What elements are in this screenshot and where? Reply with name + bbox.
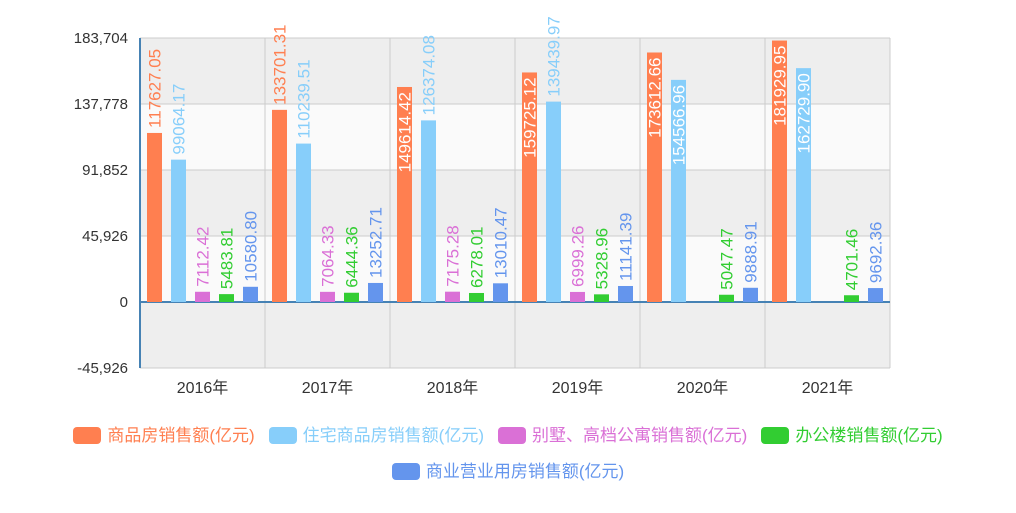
- data-label: 7175.28: [444, 225, 463, 286]
- data-label: 133701.31: [271, 24, 290, 104]
- legend-item[interactable]: 商品房销售额(亿元): [73, 418, 255, 454]
- data-label: 5047.47: [718, 228, 737, 289]
- bar-2: [445, 291, 460, 302]
- bar-1: [671, 79, 686, 302]
- legend-label: 办公楼销售额(亿元): [795, 426, 943, 445]
- bar-2: [195, 291, 210, 302]
- bar-1: [546, 101, 561, 302]
- legend-label: 商品房销售额(亿元): [107, 426, 255, 445]
- legend-swatch: [761, 427, 790, 444]
- legend-swatch: [498, 427, 526, 444]
- x-tick-label: 2020年: [677, 379, 729, 397]
- bar-chart: 183,704 137,778 91,852 45,926 0 -45,926 2016年 2…: [74, 16, 891, 397]
- bar-3: [219, 294, 234, 302]
- data-label: 13010.47: [492, 207, 511, 278]
- bar-4: [243, 286, 258, 302]
- bar-3: [719, 294, 734, 302]
- legend-label: 别墅、高档公寓销售额(亿元): [532, 426, 748, 445]
- data-label: 162729.90: [795, 73, 814, 153]
- bar-2: [320, 291, 335, 302]
- bar-0: [272, 109, 287, 303]
- legend-label: 商业营业用房销售额(亿元): [425, 462, 625, 481]
- bar-1: [796, 68, 811, 303]
- data-label: 173612.66: [646, 58, 665, 138]
- x-tick-label: 2018年: [427, 379, 479, 397]
- data-label: 7064.33: [319, 225, 338, 286]
- bar-4: [368, 282, 383, 302]
- bar-3: [344, 292, 359, 302]
- data-label: 5328.96: [593, 228, 612, 289]
- data-label: 99064.17: [170, 84, 189, 155]
- data-label: 117627.05: [146, 49, 165, 128]
- data-label: 149614.42: [396, 92, 415, 172]
- data-label: 110239.51: [295, 59, 314, 138]
- data-label: 139439.97: [545, 16, 564, 96]
- bar-3: [594, 294, 609, 302]
- y-tick-label: 45,926: [82, 228, 128, 245]
- legend-item[interactable]: 办公楼销售额(亿元): [761, 418, 943, 454]
- bar-1: [421, 120, 436, 302]
- bar-2: [570, 291, 585, 302]
- y-tick-label: 0: [120, 294, 128, 311]
- x-tick-label: 2021年: [802, 379, 854, 397]
- bar-4: [743, 287, 758, 302]
- data-label: 9692.36: [867, 222, 886, 283]
- data-label: 11141.39: [617, 213, 636, 281]
- bar-1: [171, 159, 186, 302]
- bar-0: [772, 40, 787, 303]
- bar-1: [296, 143, 311, 302]
- bar-0: [522, 72, 537, 302]
- x-tick-label: 2017年: [302, 379, 354, 397]
- data-label: 126374.08: [420, 35, 439, 115]
- legend-item[interactable]: 商业营业用房销售额(亿元): [391, 454, 625, 490]
- data-label: 154566.96: [670, 85, 689, 165]
- data-label: 6444.36: [343, 226, 362, 287]
- y-tick-label: 183,704: [74, 30, 128, 47]
- y-tick-label: -45,926: [77, 360, 128, 377]
- x-tick-label: 2016年: [177, 379, 229, 397]
- bar-0: [397, 86, 412, 302]
- data-label: 10580.80: [242, 211, 261, 282]
- legend-item[interactable]: 住宅商品房销售额(亿元): [268, 418, 484, 454]
- legend-swatch: [268, 427, 297, 444]
- bar-4: [868, 288, 883, 302]
- x-tick-label: 2019年: [552, 379, 604, 397]
- data-label: 181929.95: [771, 46, 790, 126]
- legend-swatch: [391, 463, 420, 480]
- data-label: 6999.26: [569, 225, 588, 286]
- legend: 商品房销售额(亿元) 住宅商品房销售额(亿元) 别墅、高档公寓销售额(亿元) 办公楼销…: [0, 418, 1016, 490]
- bar-3: [469, 292, 484, 302]
- bar-0: [147, 132, 162, 302]
- legend-swatch: [73, 427, 102, 444]
- data-label: 7112.42: [194, 227, 213, 287]
- data-label: 4701.46: [843, 229, 862, 290]
- bar-4: [618, 285, 633, 302]
- data-label: 9888.91: [742, 221, 761, 282]
- bar-0: [647, 52, 662, 302]
- data-label: 159725.12: [521, 77, 540, 157]
- y-tick-label: 91,852: [82, 162, 128, 179]
- data-label: 6278.01: [468, 227, 487, 288]
- legend-label: 住宅商品房销售额(亿元): [302, 426, 484, 445]
- bar-3: [844, 295, 859, 302]
- data-label: 13252.71: [367, 207, 386, 278]
- bar-4: [493, 283, 508, 302]
- data-label: 5483.81: [218, 228, 237, 289]
- y-tick-label: 137,778: [74, 96, 128, 113]
- legend-item[interactable]: 别墅、高档公寓销售额(亿元): [498, 418, 747, 454]
